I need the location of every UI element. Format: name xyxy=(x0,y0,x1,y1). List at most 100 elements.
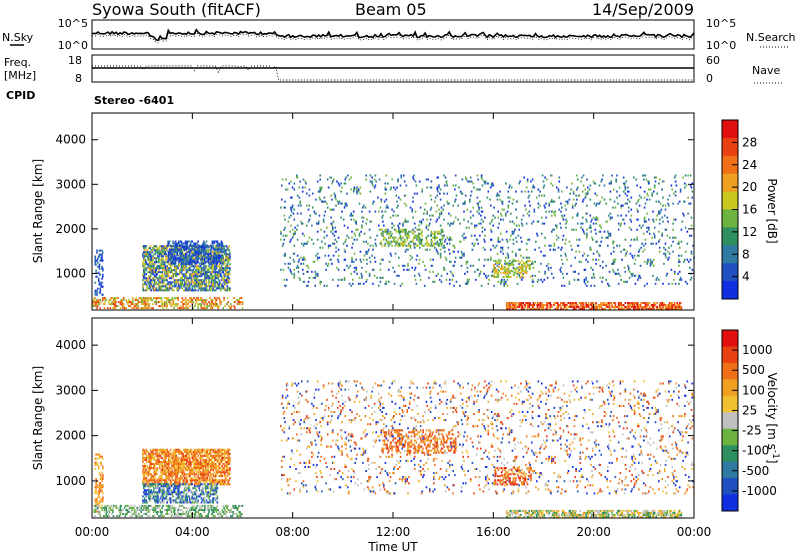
range-cell xyxy=(204,271,206,274)
range-cell xyxy=(655,278,658,281)
range-cell xyxy=(347,174,349,177)
range-cell xyxy=(355,266,357,269)
range-cell xyxy=(511,302,514,304)
range-cell xyxy=(163,265,165,268)
range-cell xyxy=(397,238,399,241)
range-cell xyxy=(617,306,620,308)
range-cell xyxy=(507,190,510,193)
range-cell xyxy=(691,196,694,199)
range-cell xyxy=(365,280,367,283)
range-cell xyxy=(630,272,633,275)
range-cell xyxy=(514,271,516,274)
range-cell xyxy=(577,244,580,247)
range-cell xyxy=(167,297,169,300)
range-cell xyxy=(426,218,428,221)
range-cell xyxy=(143,245,146,248)
range-cell xyxy=(642,302,644,304)
range-cell xyxy=(199,299,201,302)
range-cell xyxy=(441,228,444,231)
range-cell xyxy=(164,249,167,252)
range-cell xyxy=(508,186,510,189)
range-cell xyxy=(469,200,471,203)
range-cell xyxy=(623,182,626,185)
range-cell xyxy=(520,240,523,243)
range-cell xyxy=(343,206,346,209)
range-cell xyxy=(141,303,143,306)
range-cell xyxy=(138,307,140,310)
range-cell xyxy=(599,200,602,203)
range-cell xyxy=(341,278,343,281)
range-cell xyxy=(220,256,223,259)
range-cell xyxy=(670,308,673,310)
range-cell xyxy=(155,269,158,272)
range-cell xyxy=(485,276,488,279)
range-cell xyxy=(228,271,230,274)
range-cell xyxy=(206,260,209,263)
range-cell xyxy=(591,276,593,279)
range-cell xyxy=(461,252,464,255)
range-cell xyxy=(391,240,393,243)
range-cell xyxy=(661,232,663,235)
range-cell xyxy=(354,220,357,223)
range-cell xyxy=(507,273,510,276)
range-cell xyxy=(556,234,558,237)
range-cell xyxy=(676,304,678,306)
range-cell xyxy=(196,275,199,278)
range-cell xyxy=(461,178,464,181)
range-cell xyxy=(449,224,451,227)
range-cell xyxy=(95,500,97,503)
range-cell xyxy=(238,301,240,304)
range-cell xyxy=(402,228,404,231)
range-cell xyxy=(413,244,415,247)
range-cell xyxy=(455,280,458,283)
range-cell xyxy=(213,305,215,308)
range-cell xyxy=(225,269,228,272)
range-cell xyxy=(563,214,566,217)
range-cell xyxy=(179,252,181,255)
range-cell xyxy=(643,260,646,263)
range-cell xyxy=(215,260,218,263)
range-cell xyxy=(197,261,199,264)
range-cell xyxy=(103,307,106,310)
range-cell xyxy=(168,289,170,292)
range-cell xyxy=(317,190,320,193)
range-cell xyxy=(566,200,569,203)
range-cell xyxy=(161,273,163,276)
range-cell xyxy=(189,287,191,290)
range-cell xyxy=(338,184,341,187)
range-cell xyxy=(620,302,622,304)
range-cell xyxy=(162,253,164,256)
range-cell xyxy=(386,204,388,207)
range-cell xyxy=(623,248,626,251)
range-cell xyxy=(636,238,638,241)
range-cell xyxy=(662,306,664,308)
range-cell xyxy=(388,240,390,243)
range-cell xyxy=(409,240,412,243)
range-cell xyxy=(210,281,213,284)
range-cell xyxy=(425,178,428,181)
range-cell xyxy=(222,257,224,260)
range-cell xyxy=(420,220,423,223)
range-cell xyxy=(203,267,205,270)
range-cell xyxy=(200,267,203,270)
range-cell xyxy=(469,264,472,267)
range-cell xyxy=(175,271,178,274)
range-cell xyxy=(326,178,329,181)
range-cell xyxy=(304,258,306,261)
range-cell xyxy=(162,249,164,252)
range-cell xyxy=(457,250,459,253)
range-cell xyxy=(495,275,498,278)
range-cell xyxy=(484,248,486,251)
range-cell xyxy=(95,490,97,493)
power-colorbar-label: Power [dB] xyxy=(765,178,779,243)
range-cell xyxy=(105,299,107,302)
range-cell xyxy=(386,240,388,243)
range-cell xyxy=(149,261,152,264)
range-cell xyxy=(393,282,396,285)
range-cell xyxy=(452,184,454,187)
range-cell xyxy=(403,174,405,177)
range-cell xyxy=(668,302,671,304)
range-cell xyxy=(666,216,668,219)
range-cell xyxy=(653,258,655,261)
range-cell xyxy=(628,200,631,203)
